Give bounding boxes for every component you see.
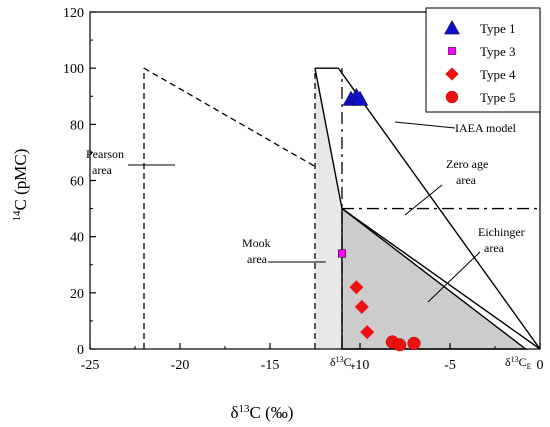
legend-marker-type-1 bbox=[444, 19, 460, 35]
annotations: Pearson area Mook area IAEA model Zero a… bbox=[86, 121, 532, 371]
type-4-point bbox=[349, 280, 364, 295]
zero-age-leader-line bbox=[404, 184, 443, 216]
ce-label: δ13CE bbox=[505, 355, 532, 371]
legend: Type 1 Type 3 Type 4 Type 5 bbox=[425, 7, 541, 113]
legend-label: Type 5 bbox=[480, 90, 516, 105]
ci-label: δ13Ci bbox=[330, 355, 355, 371]
x-tick-label: -25 bbox=[81, 358, 100, 373]
data-points bbox=[338, 87, 421, 352]
y-axis-title: 14C (pMC) bbox=[11, 149, 30, 222]
x-tick-label: -15 bbox=[261, 358, 280, 373]
pearson-label: Pearson bbox=[86, 147, 124, 161]
y-tick-label: 40 bbox=[70, 231, 84, 246]
y-tick-label: 60 bbox=[70, 175, 84, 190]
x-tick-label: -10 bbox=[351, 358, 370, 373]
type-5-point bbox=[407, 336, 421, 350]
y-tick-label: 0 bbox=[77, 343, 84, 358]
legend-label: Type 3 bbox=[480, 44, 516, 59]
legend-marker-type-3 bbox=[448, 47, 456, 55]
eichinger-label-2: area bbox=[484, 241, 505, 255]
pearson-label-2: area bbox=[92, 163, 113, 177]
legend-label: Type 4 bbox=[480, 67, 516, 82]
legend-marker-type-5 bbox=[445, 90, 459, 104]
type-4-point bbox=[354, 299, 369, 314]
x-tick-label: -20 bbox=[171, 358, 190, 373]
iaea-label: IAEA model bbox=[455, 121, 517, 135]
y-tick-label: 20 bbox=[70, 287, 84, 302]
mook-label: Mook bbox=[242, 236, 271, 250]
y-tick-label: 100 bbox=[63, 62, 84, 77]
mook-area-fill bbox=[315, 68, 342, 349]
x-axis-title: δ13C (‰) bbox=[231, 403, 294, 422]
y-tick-label: 80 bbox=[70, 118, 84, 133]
type-5-point bbox=[393, 338, 407, 352]
eichinger-leader-line bbox=[427, 251, 481, 303]
x-tick-label: -5 bbox=[444, 358, 456, 373]
iaea-leader-line bbox=[394, 121, 456, 129]
x-tick-label: 0 bbox=[537, 358, 544, 373]
mook-label-2: area bbox=[247, 252, 268, 266]
type-3-point bbox=[338, 249, 346, 258]
eichinger-label: Eichinger bbox=[478, 225, 525, 239]
zero-age-label-2: area bbox=[456, 173, 477, 187]
legend-label: Type 1 bbox=[480, 21, 516, 36]
type-4-point bbox=[360, 325, 375, 340]
legend-marker-type-4 bbox=[445, 67, 459, 81]
y-tick-label: 120 bbox=[63, 6, 84, 21]
type-1-point bbox=[351, 90, 369, 106]
pearson-diagonal-line bbox=[143, 67, 316, 168]
axis-ticks bbox=[89, 11, 541, 350]
axis-tick-labels: -25 -20 -15 -10 -5 0 0 20 40 60 80 100 120 bbox=[63, 6, 544, 373]
zero-age-label: Zero age bbox=[446, 157, 488, 171]
legend-box bbox=[425, 7, 541, 113]
